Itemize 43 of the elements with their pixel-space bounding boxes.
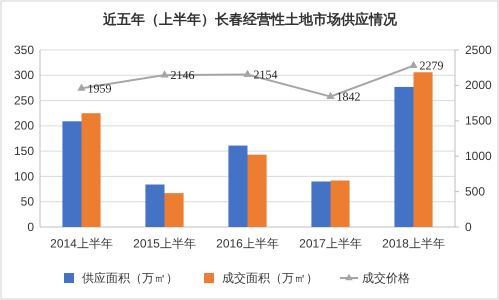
bar: [82, 113, 101, 227]
legend-label: 成交价格: [362, 271, 410, 285]
data-label: 1959: [88, 81, 112, 96]
y-tick-label: 50: [20, 194, 34, 209]
bar: [394, 86, 414, 227]
data-label: 2279: [420, 58, 444, 73]
y2-tick-label: 1000: [465, 149, 492, 164]
y2-tick-label: 2000: [465, 78, 492, 92]
x-tick-label: 2016上半年: [216, 236, 279, 251]
data-label: 2154: [254, 67, 278, 82]
bar: [311, 181, 330, 227]
data-label: 1842: [336, 90, 360, 104]
x-tick-label: 2017上半年: [299, 236, 362, 251]
legend-label: 成交面积（万㎡）: [222, 271, 318, 285]
bar: [164, 193, 184, 227]
bar: [248, 154, 267, 227]
y2-tick-label: 0: [465, 220, 472, 234]
bar: [62, 121, 82, 227]
bar: [145, 184, 164, 227]
y-tick-label: 100: [14, 169, 34, 184]
chart-title: 近五年（上半年）长春经营性土地市场供应情况: [102, 11, 398, 28]
x-tick-label: 2018上半年: [382, 236, 445, 251]
y-tick-label: 150: [14, 144, 34, 158]
y-tick-label: 350: [14, 42, 34, 57]
bar: [330, 180, 350, 227]
data-label: 2146: [170, 68, 194, 82]
point: [160, 70, 169, 78]
y2-tick-label: 1500: [465, 114, 492, 128]
bar: [414, 72, 433, 227]
y2-tick-label: 2500: [465, 42, 492, 57]
y-tick-label: 200: [14, 118, 34, 133]
x-tick-label: 2015上半年: [133, 236, 196, 251]
legend-label: 供应面积（万㎡）: [82, 271, 178, 285]
x-tick-label: 2014上半年: [50, 236, 113, 251]
y-tick-label: 0: [27, 220, 34, 234]
y-tick-label: 250: [14, 93, 34, 108]
y2-tick-label: 500: [465, 184, 486, 198]
bar: [228, 146, 248, 227]
point: [326, 92, 335, 99]
point: [409, 60, 418, 68]
point: [243, 70, 252, 77]
y-tick-label: 300: [14, 68, 34, 82]
point: [77, 83, 86, 91]
